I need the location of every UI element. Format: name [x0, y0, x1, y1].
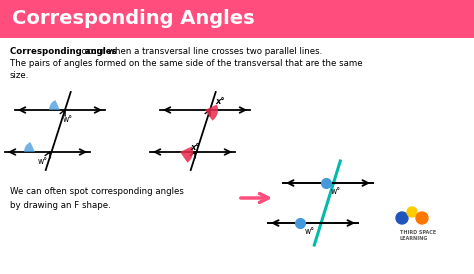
Text: LEARNING: LEARNING — [400, 235, 428, 241]
Text: Corresponding angles: Corresponding angles — [10, 47, 117, 56]
Wedge shape — [24, 142, 35, 152]
Text: w°: w° — [305, 227, 315, 235]
Circle shape — [396, 212, 408, 224]
Circle shape — [416, 212, 428, 224]
Bar — [0, 0, 474, 38]
Text: w°: w° — [63, 116, 73, 124]
Text: x°: x° — [190, 142, 200, 152]
Text: w°: w° — [38, 158, 48, 167]
Wedge shape — [205, 104, 218, 121]
Text: x°: x° — [215, 98, 225, 107]
Text: w°: w° — [331, 187, 341, 196]
Text: The pairs of angles formed on the same side of the transversal that are the same: The pairs of angles formed on the same s… — [10, 59, 363, 68]
Text: Corresponding Angles: Corresponding Angles — [12, 10, 255, 28]
Wedge shape — [49, 100, 60, 110]
Text: by drawing an F shape.: by drawing an F shape. — [10, 201, 111, 210]
Text: THIRD SPACE: THIRD SPACE — [400, 230, 436, 235]
Text: We can often spot corresponding angles: We can often spot corresponding angles — [10, 187, 184, 196]
Text: occur when a transversal line crosses two parallel lines.: occur when a transversal line crosses tw… — [10, 47, 322, 56]
Text: size.: size. — [10, 72, 29, 81]
Circle shape — [407, 207, 417, 217]
Wedge shape — [180, 147, 193, 163]
